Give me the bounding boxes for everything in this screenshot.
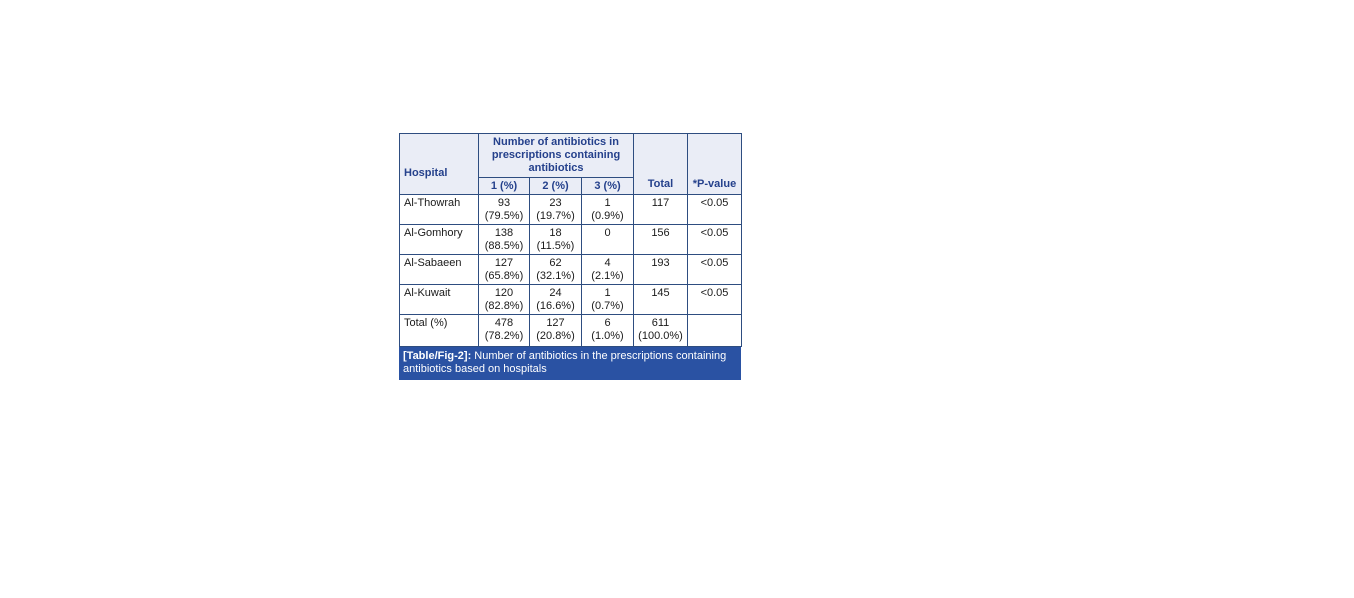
count-value: 127	[494, 257, 514, 269]
hospital-name-cell: Al-Sabaeen	[399, 254, 479, 285]
count-2-cell: 62 (32.1%)	[529, 254, 582, 285]
header-row-sub: 1 (%) 2 (%) 3 (%)	[400, 177, 742, 195]
header-pvalue: *P-value	[687, 133, 742, 195]
count-percent: (16.6%)	[536, 300, 575, 312]
count-value: 478	[494, 317, 514, 329]
header-count-3: 3 (%)	[581, 177, 634, 195]
count-percent: (32.1%)	[536, 270, 575, 282]
count-percent: (20.8%)	[536, 330, 575, 342]
header-antibiotics-group: Number of antibiotics in prescriptions c…	[478, 133, 634, 178]
header-total: Total	[633, 133, 688, 195]
pvalue-cell: <0.05	[687, 194, 742, 225]
hospital-name-cell: Al-Thowrah	[399, 194, 479, 225]
count-value: 611	[651, 317, 670, 329]
pvalue-cell	[687, 314, 742, 347]
total-cell: 145	[633, 284, 688, 315]
header-hospital: Hospital	[399, 133, 479, 195]
count-3-cell: 6 (1.0%)	[581, 314, 634, 347]
count-percent: (1.0%)	[591, 330, 624, 342]
pvalue-cell: <0.05	[687, 224, 742, 255]
count-percent: (65.8%)	[484, 270, 524, 282]
count-2-cell: 24 (16.6%)	[529, 284, 582, 315]
count-percent: (2.1%)	[591, 270, 624, 282]
hospital-name-cell: Al-Gomhory	[399, 224, 479, 255]
count-1-cell: 120 (82.8%)	[478, 284, 530, 315]
count-percent: (11.5%)	[536, 240, 575, 252]
count-1-cell: 478 (78.2%)	[478, 314, 530, 347]
count-percent: (79.5%)	[484, 210, 524, 222]
header-row-main: Hospital Number of antibiotics in prescr…	[399, 133, 742, 195]
table-total-row: Total (%) 478 (78.2%) 127 (20.8%) 6 (1.0…	[399, 314, 742, 347]
caption-text: Number of antibiotics in the prescriptio…	[403, 350, 727, 375]
count-value: 23	[549, 197, 562, 209]
table-figure: Hospital Number of antibiotics in prescr…	[399, 133, 742, 380]
count-percent: (88.5%)	[484, 240, 524, 252]
count-percent: (100.0%)	[638, 330, 683, 342]
antibiotics-table: Hospital Number of antibiotics in prescr…	[399, 133, 742, 347]
count-value: 127	[546, 317, 565, 329]
header-count-2: 2 (%)	[529, 177, 582, 195]
table-row: Al-Sabaeen 127 (65.8%) 62 (32.1%) 4 (2.1…	[399, 254, 742, 285]
caption-label: [Table/Fig-2]:	[403, 350, 472, 362]
table-row: Al-Gomhory 138 (88.5%) 18 (11.5%) 0 156 …	[399, 224, 742, 255]
count-percent: (19.7%)	[536, 210, 575, 222]
total-cell: 193	[633, 254, 688, 285]
count-value: 18	[549, 227, 562, 239]
count-value: 93	[497, 197, 511, 209]
header-count-1: 1 (%)	[478, 177, 530, 195]
count-percent: (78.2%)	[484, 330, 524, 342]
count-value: 4	[604, 257, 611, 269]
count-value: 1	[604, 287, 611, 299]
count-value: 120	[494, 287, 514, 299]
count-value: 6	[604, 317, 611, 329]
table-row: Al-Thowrah 93 (79.5%) 23 (19.7%) 1 (0.9%…	[399, 194, 742, 225]
count-value: 24	[549, 287, 562, 299]
count-3-cell: 1 (0.7%)	[581, 284, 634, 315]
count-value: 62	[549, 257, 562, 269]
table-header: Hospital Number of antibiotics in prescr…	[399, 133, 742, 195]
count-1-cell: 127 (65.8%)	[478, 254, 530, 285]
pvalue-cell: <0.05	[687, 284, 742, 315]
count-3-cell: 0	[581, 224, 634, 255]
total-cell: 611 (100.0%)	[633, 314, 688, 347]
total-cell: 117	[633, 194, 688, 225]
total-label-cell: Total (%)	[399, 314, 479, 347]
count-1-cell: 138 (88.5%)	[478, 224, 530, 255]
count-percent: (0.7%)	[591, 300, 624, 312]
count-value: 1	[604, 197, 611, 209]
count-percent: (82.8%)	[484, 300, 524, 312]
pvalue-cell: <0.05	[687, 254, 742, 285]
count-3-cell: 4 (2.1%)	[581, 254, 634, 285]
table-body: Al-Thowrah 93 (79.5%) 23 (19.7%) 1 (0.9%…	[399, 194, 742, 347]
count-2-cell: 23 (19.7%)	[529, 194, 582, 225]
count-percent: (0.9%)	[591, 210, 624, 222]
count-2-cell: 127 (20.8%)	[529, 314, 582, 347]
table-caption: [Table/Fig-2]: Number of antibiotics in …	[399, 347, 741, 380]
count-value: 138	[494, 227, 514, 239]
total-cell: 156	[633, 224, 688, 255]
hospital-name-cell: Al-Kuwait	[399, 284, 479, 315]
count-2-cell: 18 (11.5%)	[529, 224, 582, 255]
count-1-cell: 93 (79.5%)	[478, 194, 530, 225]
count-value: 0	[604, 227, 611, 239]
count-3-cell: 1 (0.9%)	[581, 194, 634, 225]
table-row: Al-Kuwait 120 (82.8%) 24 (16.6%) 1 (0.7%…	[399, 284, 742, 315]
